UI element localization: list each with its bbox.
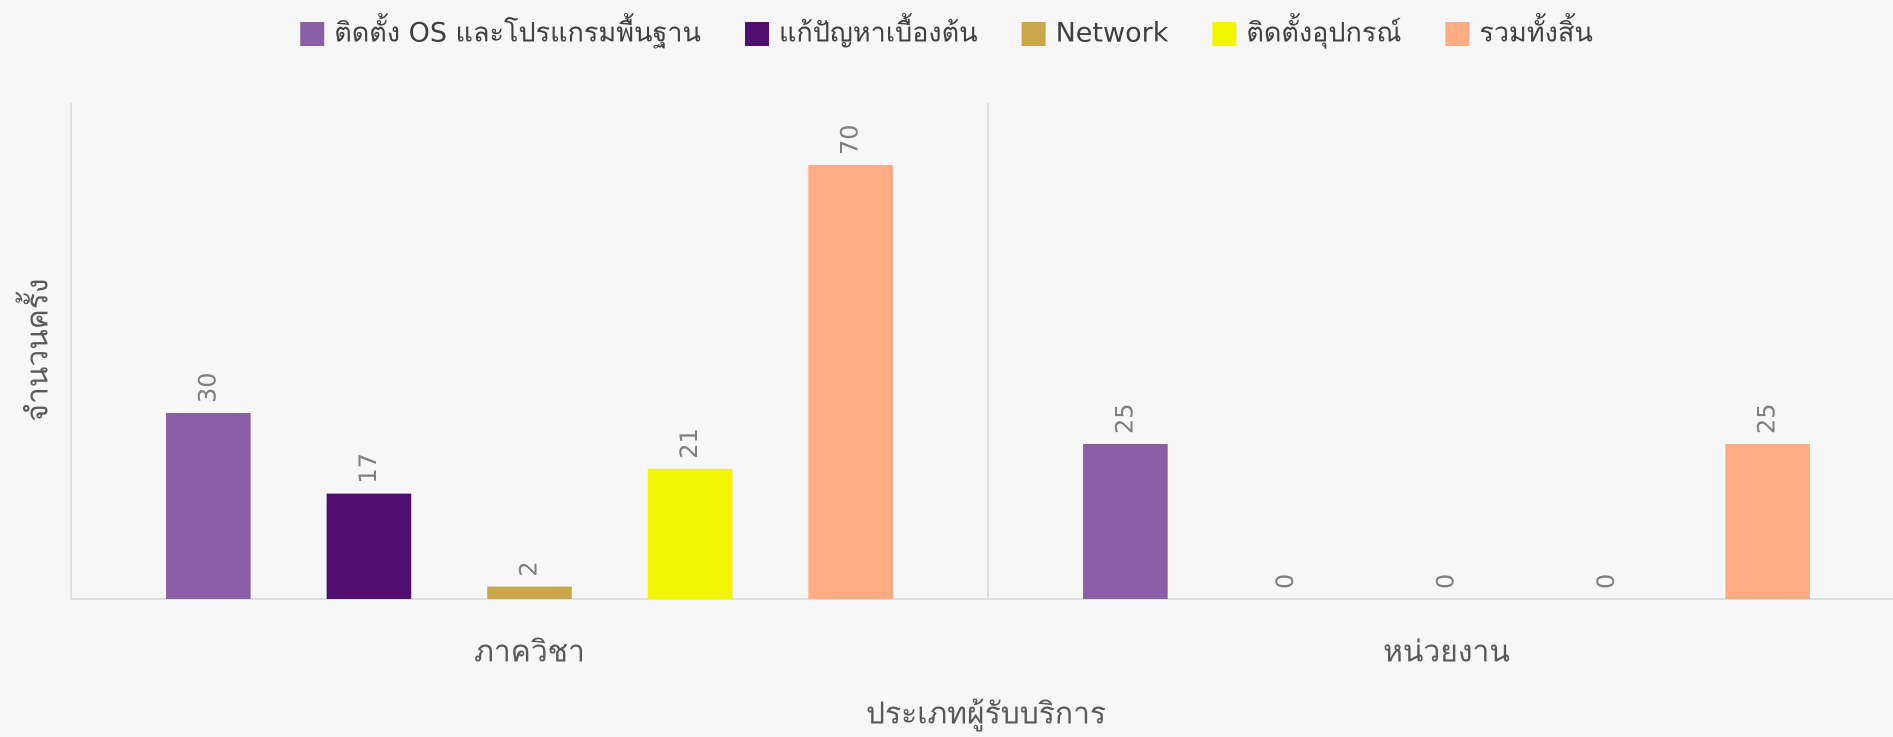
legend-label: ติดตั้งอุปกรณ์ <box>1246 13 1401 50</box>
legend-label: แก้ปัญหาเบื้องต้น <box>779 13 978 49</box>
legend-swatch <box>300 22 325 46</box>
data-label: 70 <box>836 124 864 155</box>
x-tick-label: หน่วยงาน <box>1383 635 1510 670</box>
data-label: 30 <box>193 372 221 403</box>
legend-label: ติดตั้ง OS และโปรแกรมพื้นฐาน <box>334 13 701 49</box>
bar <box>1725 444 1810 599</box>
legend-label: Network <box>1056 18 1169 49</box>
legend-swatch <box>1212 22 1237 46</box>
data-label: 25 <box>1110 403 1138 434</box>
data-label: 25 <box>1753 403 1781 434</box>
legend: ติดตั้ง OS และโปรแกรมพื้นฐาน แก้ปัญหาเบื้… <box>300 13 1593 50</box>
y-axis-title: จำนวนครั้ง <box>16 278 56 421</box>
data-label: 0 <box>1271 574 1299 589</box>
data-label: 0 <box>1592 574 1620 589</box>
bar <box>647 468 733 599</box>
bar <box>808 165 893 599</box>
data-label: 2 <box>515 561 543 576</box>
legend-swatch <box>1445 22 1470 46</box>
x-axis-title: ประเภทผู้รับบริการ <box>866 697 1106 732</box>
bar <box>166 413 251 599</box>
data-label: 17 <box>354 453 382 484</box>
data-label: 21 <box>675 428 703 459</box>
x-tick-label: ภาควิชา <box>474 635 585 670</box>
bar <box>1083 444 1168 599</box>
legend-label: รวมทั้งสิ้น <box>1479 13 1592 49</box>
data-label: 0 <box>1432 574 1460 589</box>
legend-swatch <box>1021 22 1046 46</box>
legend-swatch <box>744 22 769 46</box>
bar <box>326 493 412 599</box>
bar <box>487 586 572 599</box>
